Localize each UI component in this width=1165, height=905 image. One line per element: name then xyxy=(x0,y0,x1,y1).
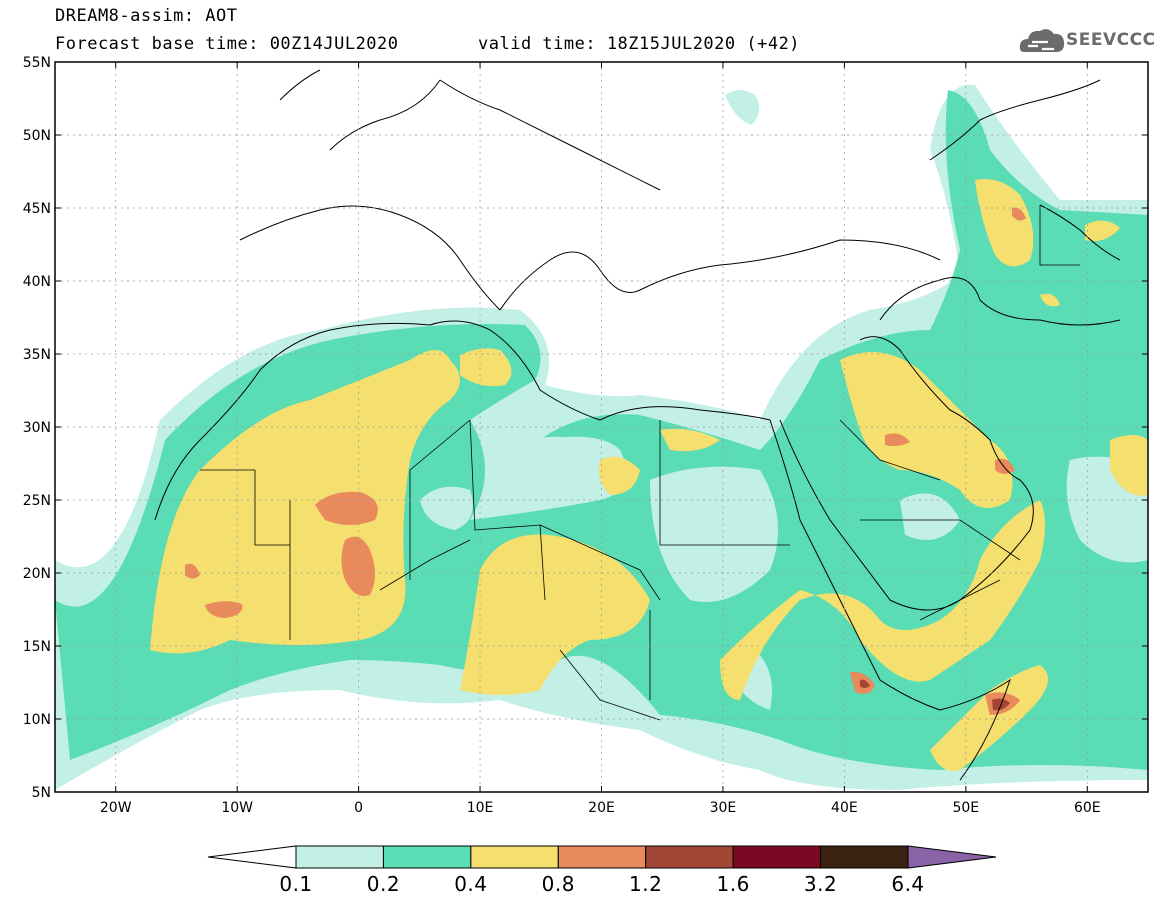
lat-label: 35N xyxy=(23,347,51,363)
lat-label: 30N xyxy=(23,420,51,436)
colorbar-high-triangle xyxy=(907,845,997,869)
forecast-base-time: Forecast base time: 00Z14JUL2020 xyxy=(55,34,399,54)
colorbar-box xyxy=(557,845,647,869)
cloud-logo-icon xyxy=(1019,29,1065,52)
colorbar-label: 0.4 xyxy=(454,872,487,896)
colorbar-label: 3.2 xyxy=(804,872,837,896)
lon-label: 0 xyxy=(354,800,363,816)
lat-label: 40N xyxy=(23,274,51,290)
map-title: DREAM8-assim: AOT xyxy=(55,6,238,26)
valid-time: valid time: 18Z15JUL2020 (+42) xyxy=(478,34,801,54)
colorbar-box xyxy=(470,845,559,869)
lat-label: 25N xyxy=(23,493,51,509)
lon-label: 20W xyxy=(100,800,132,816)
lat-label: 15N xyxy=(23,639,51,655)
colorbar-box xyxy=(645,845,734,869)
axis-ticks xyxy=(55,61,1148,793)
lon-label: 10E xyxy=(467,800,494,816)
colorbar-label: 0.2 xyxy=(367,872,400,896)
colorbar-label: 1.2 xyxy=(629,872,662,896)
lon-label: 10W xyxy=(221,800,253,816)
colorbar-label: 0.1 xyxy=(279,872,312,896)
colorbar-box xyxy=(382,845,472,869)
lat-label: 55N xyxy=(23,55,51,71)
seevccc-logo: SEEVCCC xyxy=(1018,22,1156,60)
colorbar-box xyxy=(732,845,822,869)
lon-label: 30E xyxy=(710,800,737,816)
colorbar-label: 6.4 xyxy=(891,872,924,896)
lon-label: 40E xyxy=(831,800,858,816)
graticule xyxy=(55,62,1148,792)
lon-label: 20E xyxy=(588,800,615,816)
lat-label: 45N xyxy=(23,201,51,217)
lon-label: 50E xyxy=(952,800,979,816)
colorbar: 0.1 0.2 0.4 0.8 1.2 1.6 3.2 6.4 xyxy=(207,845,997,896)
logo-text: SEEVCCC xyxy=(1066,30,1156,50)
colorbar-low-triangle xyxy=(207,845,297,869)
lat-label: 50N xyxy=(23,128,51,144)
colorbar-box xyxy=(820,845,909,869)
lon-labels: 20W 10W 0 10E 20E 30E 40E 50E 60E xyxy=(100,800,1101,816)
lat-label: 20N xyxy=(23,566,51,582)
colorbar-box xyxy=(295,845,384,869)
lon-label: 60E xyxy=(1074,800,1101,816)
lat-label: 5N xyxy=(32,785,51,801)
colorbar-label: 0.8 xyxy=(542,872,575,896)
colorbar-label: 1.6 xyxy=(716,872,749,896)
lat-label: 10N xyxy=(23,712,51,728)
lat-labels: 55N 50N 45N 40N 35N 30N 25N 20N 15N 10N 5N xyxy=(23,55,51,801)
